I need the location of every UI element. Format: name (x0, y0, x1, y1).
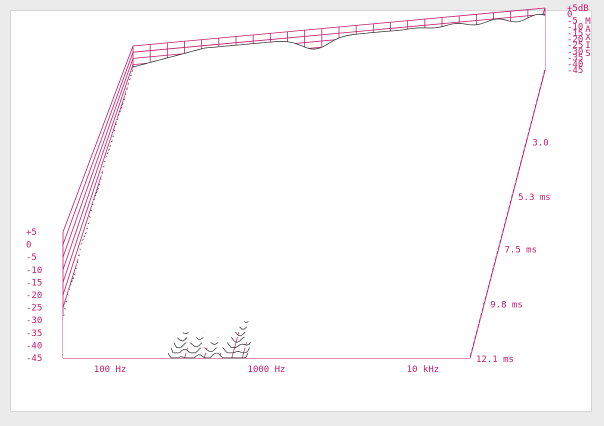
axis-labels: +50-5-10-15-20-25-30-35-40-45+5dB0-5-10-… (26, 4, 591, 375)
right-axis-tick-label: -25 (567, 41, 583, 51)
floor-freq-gridline (469, 69, 546, 359)
trace-fill (133, 14, 545, 108)
left-axis-tick-label: -10 (26, 266, 42, 276)
x-axis-tick-label: 10 kHz (407, 365, 440, 375)
right-axis-tick-label: -45 (567, 66, 583, 76)
x-axis-tick-label: 1000 Hz (248, 365, 286, 375)
right-vertical-label-char: S (585, 49, 590, 59)
time-axis-tick-label: 3.0 (532, 138, 548, 148)
left-wall-gridline (62, 70, 134, 283)
right-axis-tick-label: 0 (567, 10, 572, 20)
x-axis-tick-label: 100 Hz (94, 365, 127, 375)
time-axis-tick-label: 5.3 ms (518, 193, 551, 203)
right-axis-tick-label: -35 (567, 54, 583, 64)
right-vertical-label-char: X (585, 33, 591, 43)
right-axis-tick-label: -30 (567, 47, 583, 57)
right-vertical-label-char: I (585, 41, 590, 51)
right-axis-tick-label: +5dB (567, 4, 589, 14)
time-axis-tick-label: 7.5 ms (505, 246, 538, 256)
left-axis-tick-label: -15 (26, 278, 42, 288)
left-axis-tick-label: -30 (26, 316, 42, 326)
right-axis-tick-label: -20 (567, 35, 583, 45)
left-axis-tick-label: -20 (26, 291, 42, 301)
left-wall-gridline (62, 52, 134, 245)
left-wall-gridline (62, 64, 134, 270)
left-axis-tick-label: +5 (26, 228, 37, 238)
right-axis-tick-label: -15 (567, 29, 583, 39)
right-axis-tick-label: -40 (567, 60, 583, 70)
left-wall-gridline (62, 58, 134, 258)
right-vertical-label-char: A (585, 25, 591, 35)
left-axis-tick-label: -40 (26, 341, 42, 351)
right-vertical-label-char: M (585, 17, 591, 27)
left-axis-tick-label: 0 (26, 241, 31, 251)
decay-trace (132, 14, 546, 68)
left-axis-tick-label: -45 (26, 354, 42, 364)
right-axis-tick-label: -5 (567, 16, 578, 26)
left-axis-tick-label: -25 (26, 304, 42, 314)
left-axis-tick-label: -35 (26, 329, 42, 339)
time-axis-tick-label: 9.8 ms (490, 300, 523, 310)
left-axis-tick-label: -5 (26, 253, 37, 263)
right-axis-tick-label: -10 (567, 23, 583, 33)
decay-traces (62, 14, 546, 359)
time-axis-tick-label: 12.1 ms (476, 355, 514, 365)
left-wall-gridline (62, 45, 134, 233)
